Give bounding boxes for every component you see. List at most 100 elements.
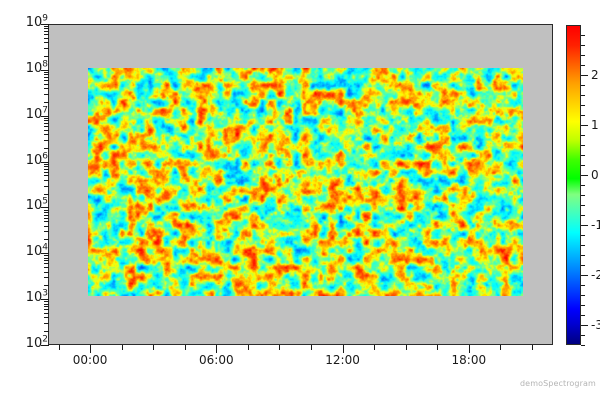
y-tick-minor — [44, 285, 49, 286]
spectrogram-plot-area[interactable] — [48, 24, 553, 345]
y-tick-minor — [44, 317, 49, 318]
x-tick-label: 18:00 — [451, 353, 487, 367]
y-tick-label: 102 — [25, 334, 48, 351]
y-tick-major — [41, 24, 49, 25]
x-tick-minor — [437, 345, 438, 350]
y-tick-minor — [44, 331, 49, 332]
watermark-label: demoSpectrogram — [520, 379, 596, 388]
y-tick-minor — [44, 313, 49, 314]
x-tick-major — [469, 345, 470, 353]
y-tick-minor — [44, 258, 49, 259]
y-tick-minor — [44, 255, 49, 256]
spectrogram-heatmap — [88, 68, 523, 296]
y-tick-minor — [44, 56, 49, 57]
colorbar-tick-minor — [581, 195, 585, 196]
y-tick-minor — [44, 263, 49, 264]
y-tick-minor — [44, 210, 49, 211]
y-tick-label: 106 — [25, 151, 48, 168]
x-tick-minor — [153, 345, 154, 350]
colorbar-tick-minor — [581, 135, 585, 136]
y-tick-minor — [44, 309, 49, 310]
y-tick-minor — [44, 221, 49, 222]
colorbar-tick-minor — [581, 145, 585, 146]
y-tick-minor — [44, 26, 49, 27]
y-tick-minor — [44, 212, 49, 213]
colorbar-tick-minor — [581, 165, 585, 166]
y-tick-minor — [44, 126, 49, 127]
colorbar-gradient — [566, 25, 581, 345]
y-tick-minor — [44, 38, 49, 39]
y-tick-minor — [44, 277, 49, 278]
y-tick-minor — [44, 42, 49, 43]
y-tick-label: 104 — [25, 242, 48, 260]
x-tick-minor — [532, 345, 533, 350]
colorbar-tick-minor — [581, 245, 585, 246]
y-tick-minor — [44, 134, 49, 135]
y-tick-minor — [44, 260, 49, 261]
colorbar-tick-label: -2 — [591, 268, 600, 282]
y-tick-minor — [44, 34, 49, 35]
colorbar-tick-label: 1 — [591, 118, 599, 132]
x-tick-minor — [406, 345, 407, 350]
y-tick-minor — [44, 272, 49, 273]
y-tick-major — [41, 299, 49, 300]
y-tick-label: 109 — [25, 13, 48, 30]
y-tick-minor — [44, 102, 49, 103]
colorbar-tick-minor — [581, 155, 585, 156]
colorbar-tick-minor — [581, 235, 585, 236]
y-tick-major — [41, 162, 49, 163]
colorbar-tick-minor — [581, 345, 585, 346]
y-tick-minor — [44, 88, 49, 89]
y-tick-major — [41, 345, 49, 346]
y-tick-major — [41, 70, 49, 71]
y-tick-minor — [44, 164, 49, 165]
colorbar-tick-major — [581, 175, 588, 176]
y-tick-label: 107 — [25, 105, 48, 122]
x-tick-major — [90, 345, 91, 353]
y-tick-minor — [44, 267, 49, 268]
y-tick-major — [41, 207, 49, 208]
y-tick-minor — [44, 77, 49, 78]
y-tick-minor — [44, 120, 49, 121]
x-tick-label: 06:00 — [199, 353, 234, 367]
y-tick-minor — [44, 172, 49, 173]
x-tick-minor — [311, 345, 312, 350]
y-tick-minor — [44, 169, 49, 170]
colorbar-tick-minor — [581, 315, 585, 316]
colorbar[interactable]: 2 1 0 -1 -2 -3 — [566, 25, 600, 346]
y-tick-minor — [44, 74, 49, 75]
y-tick-major — [41, 253, 49, 254]
x-tick-major — [343, 345, 344, 353]
colorbar-tick-label: 0 — [591, 168, 599, 182]
y-tick-minor — [44, 304, 49, 305]
y-tick-minor — [44, 215, 49, 216]
y-tick-minor — [44, 306, 49, 307]
colorbar-tick-minor — [581, 265, 585, 266]
y-tick-minor — [44, 84, 49, 85]
colorbar-tick-label: 2 — [591, 68, 599, 82]
colorbar-tick-label: -1 — [591, 218, 600, 232]
y-tick-minor — [44, 48, 49, 49]
colorbar-tick-minor — [581, 285, 585, 286]
x-tick-label: 00:00 — [72, 353, 108, 367]
colorbar-tick-minor — [581, 55, 585, 56]
colorbar-tick-major — [581, 275, 588, 276]
colorbar-tick-minor — [581, 185, 585, 186]
colorbar-tick-minor — [581, 215, 585, 216]
colorbar-tick-minor — [581, 45, 585, 46]
colorbar-tick-major — [581, 325, 588, 326]
y-tick-major — [41, 116, 49, 117]
y-tick-minor — [44, 118, 49, 119]
y-tick-minor — [44, 218, 49, 219]
colorbar-tick-minor — [581, 105, 585, 106]
y-tick-minor — [44, 180, 49, 181]
x-tick-major — [216, 345, 217, 353]
y-tick-minor — [44, 239, 49, 240]
y-tick-minor — [44, 166, 49, 167]
colorbar-tick-minor — [581, 35, 585, 36]
colorbar-tick-major — [581, 75, 588, 76]
colorbar-tick-minor — [581, 305, 585, 306]
y-tick-minor — [44, 231, 49, 232]
y-tick-label: 103 — [25, 288, 48, 306]
